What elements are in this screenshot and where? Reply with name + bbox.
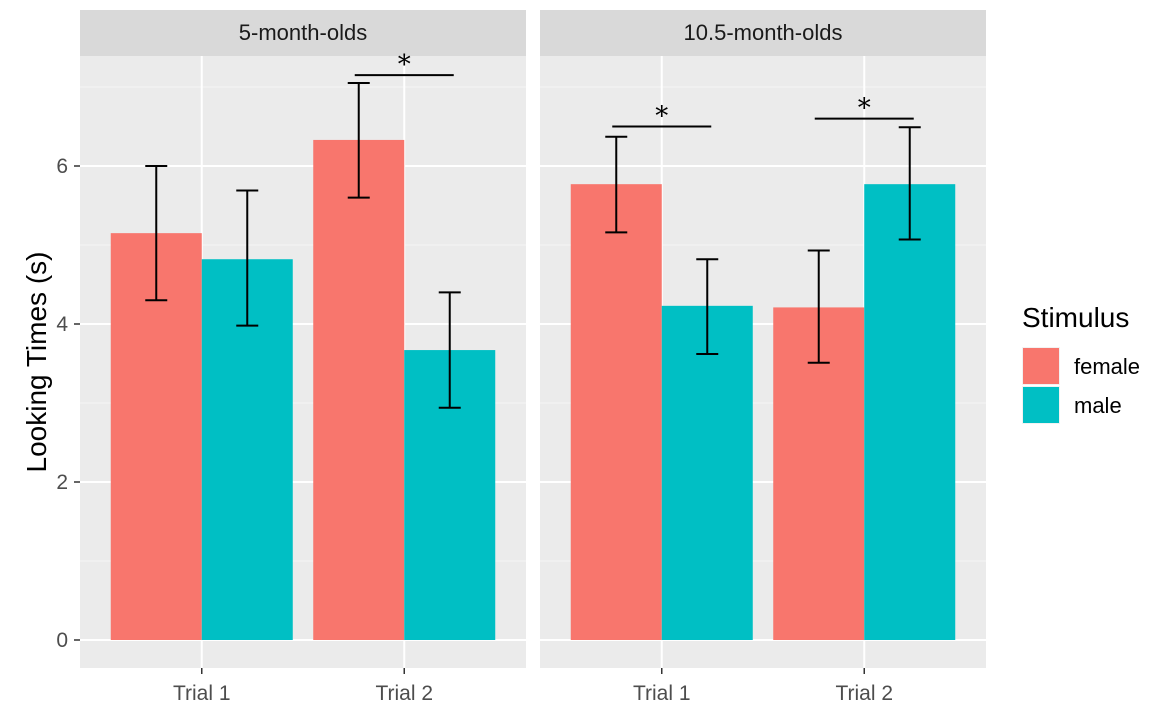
legend-title: Stimulus [1022, 302, 1129, 333]
panels-layer: 5-month-olds*Trial 1 Trial 210.5-month-ol… [56, 10, 986, 705]
y-tick-label: 2 [56, 471, 68, 494]
y-axis-title: Looking Times (s) [21, 252, 52, 473]
panel-strip [540, 10, 986, 56]
legend-label-male: male [1074, 393, 1122, 418]
panel-strip [80, 10, 526, 56]
bar-male [864, 184, 956, 641]
x-tick-label: Trial 1 [173, 682, 231, 705]
panel-title: 10.5-month-olds [684, 20, 843, 45]
x-tick-label: Trial 2 [375, 682, 433, 705]
y-tick-label: 4 [56, 313, 68, 336]
bar-male [661, 305, 753, 640]
y-tick-label: 0 [56, 629, 68, 652]
y-tick-label: 6 [56, 155, 68, 178]
legend-key-female [1023, 348, 1059, 384]
legend: Stimulus female male [1022, 302, 1140, 424]
x-tick-label: Trial 2 [835, 682, 893, 705]
bar-female [570, 184, 662, 641]
legend-label-female: female [1074, 354, 1140, 379]
panel-1: 5-month-olds * Trial 1 Trial 2 [80, 10, 526, 705]
bar-female [313, 139, 405, 640]
panel-2: 10.5-month-olds * * Trial 1 Trial 2 [540, 10, 986, 705]
significance-star: * [655, 102, 668, 132]
panel-title: 5-month-olds [239, 20, 367, 45]
legend-key-male [1023, 387, 1059, 423]
significance-star: * [398, 50, 411, 80]
x-tick-label: Trial 1 [633, 682, 691, 705]
significance-star: * [858, 94, 871, 124]
